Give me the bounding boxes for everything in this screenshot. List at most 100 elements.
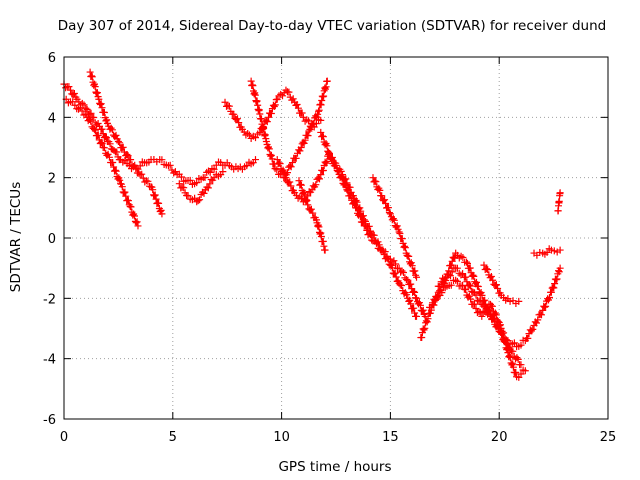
- data-point-run: [194, 188, 208, 205]
- data-point-run: [496, 328, 513, 352]
- chart-title: Day 307 of 2014, Sidereal Day-to-day VTE…: [58, 18, 606, 34]
- data-point-run: [379, 196, 393, 217]
- data-point: [323, 77, 331, 85]
- data-point-run: [98, 125, 110, 142]
- series-track-g: [273, 150, 333, 206]
- data-point-run: [105, 138, 117, 153]
- data-point-run: [509, 297, 520, 307]
- data-point-run: [550, 247, 561, 256]
- data-point-run: [245, 158, 257, 168]
- data-point-run: [116, 139, 132, 160]
- data-point-run: [500, 294, 512, 304]
- data-point-run: [427, 295, 441, 312]
- x-axis-label: GPS time / hours: [278, 459, 391, 475]
- y-tick-label: -4: [43, 353, 56, 368]
- data-point-run: [505, 352, 520, 377]
- y-tick-label: -2: [43, 292, 56, 307]
- data-point-run: [490, 280, 504, 297]
- data-point: [297, 144, 305, 151]
- data-point-run: [240, 128, 253, 139]
- x-tick-label: 0: [60, 430, 68, 445]
- data-point-run: [445, 277, 457, 289]
- data-point-run: [329, 159, 345, 175]
- data-point: [295, 177, 303, 185]
- data-point-run: [90, 114, 103, 130]
- data-point-run: [128, 163, 138, 173]
- data-point-run: [254, 105, 270, 143]
- data-point-run: [305, 205, 319, 222]
- data-point: [230, 110, 238, 118]
- data-point-run: [126, 203, 141, 227]
- data-point: [547, 288, 555, 296]
- data-point-run: [231, 114, 245, 131]
- data-point-run: [350, 195, 367, 220]
- data-point: [158, 210, 166, 218]
- x-tick-label: 10: [273, 430, 290, 445]
- data-point: [86, 68, 94, 76]
- data-point-run: [531, 310, 545, 327]
- data-point-run: [418, 310, 433, 341]
- data-point: [95, 95, 103, 103]
- y-axis-label: SDTVAR / TECUs: [8, 182, 24, 292]
- data-point: [271, 165, 279, 173]
- data-point-run: [236, 163, 249, 173]
- data-point-run: [212, 170, 225, 180]
- data-point-run: [184, 176, 196, 188]
- data-point-run: [219, 159, 231, 169]
- data-point-run: [453, 264, 467, 279]
- data-point-run: [203, 176, 217, 192]
- series-track-o: [480, 261, 523, 307]
- data-point-run: [474, 283, 491, 312]
- y-tick-label: -6: [43, 413, 56, 428]
- data-point-run: [315, 77, 331, 114]
- data-point: [517, 361, 525, 369]
- data-point-run: [481, 265, 495, 282]
- y-tick-label: 2: [48, 172, 56, 187]
- data-point: [317, 171, 325, 179]
- data-point-run: [292, 191, 306, 202]
- data-point: [478, 312, 486, 320]
- data-point-run: [201, 167, 214, 181]
- data-point-run: [127, 156, 143, 177]
- data-point: [90, 125, 98, 133]
- data-point-run: [105, 122, 121, 143]
- data-point-run: [453, 277, 467, 290]
- data-point-run: [166, 161, 179, 177]
- data-point-run: [313, 219, 328, 254]
- data-point: [317, 128, 325, 136]
- data-point: [489, 276, 497, 284]
- data-point: [378, 192, 386, 200]
- data-point-run: [62, 83, 73, 92]
- data-point: [452, 276, 460, 284]
- data-point-run: [405, 252, 420, 279]
- data-point-run: [318, 132, 333, 156]
- data-point-run: [296, 181, 311, 205]
- data-point-run: [541, 245, 553, 258]
- data-point: [556, 246, 564, 254]
- data-point-run: [143, 158, 153, 167]
- x-tick-label: 25: [600, 430, 617, 445]
- data-point-run: [292, 101, 306, 117]
- data-point-run: [283, 178, 297, 195]
- data-point: [395, 228, 403, 236]
- data-point: [282, 174, 290, 182]
- data-point: [413, 273, 421, 281]
- data-point-run: [515, 366, 527, 381]
- series-track-m: [426, 276, 529, 381]
- data-point: [463, 258, 471, 266]
- series-track-b: [62, 95, 142, 230]
- series-track-f: [247, 77, 331, 182]
- grid: [64, 57, 608, 419]
- axis-ticks: 0 5 10 15 20 25 -6 -4 -2 0 2 4 6: [43, 51, 616, 445]
- data-point: [556, 264, 564, 272]
- data-point-run: [485, 306, 502, 332]
- data-point: [288, 159, 296, 167]
- data-point: [339, 171, 347, 179]
- data-point-run: [83, 113, 97, 132]
- data-point: [134, 222, 142, 230]
- y-tick-label: 4: [48, 111, 56, 126]
- data-point-run: [405, 280, 419, 302]
- data-point-run: [175, 170, 188, 185]
- data-point-run: [414, 298, 428, 318]
